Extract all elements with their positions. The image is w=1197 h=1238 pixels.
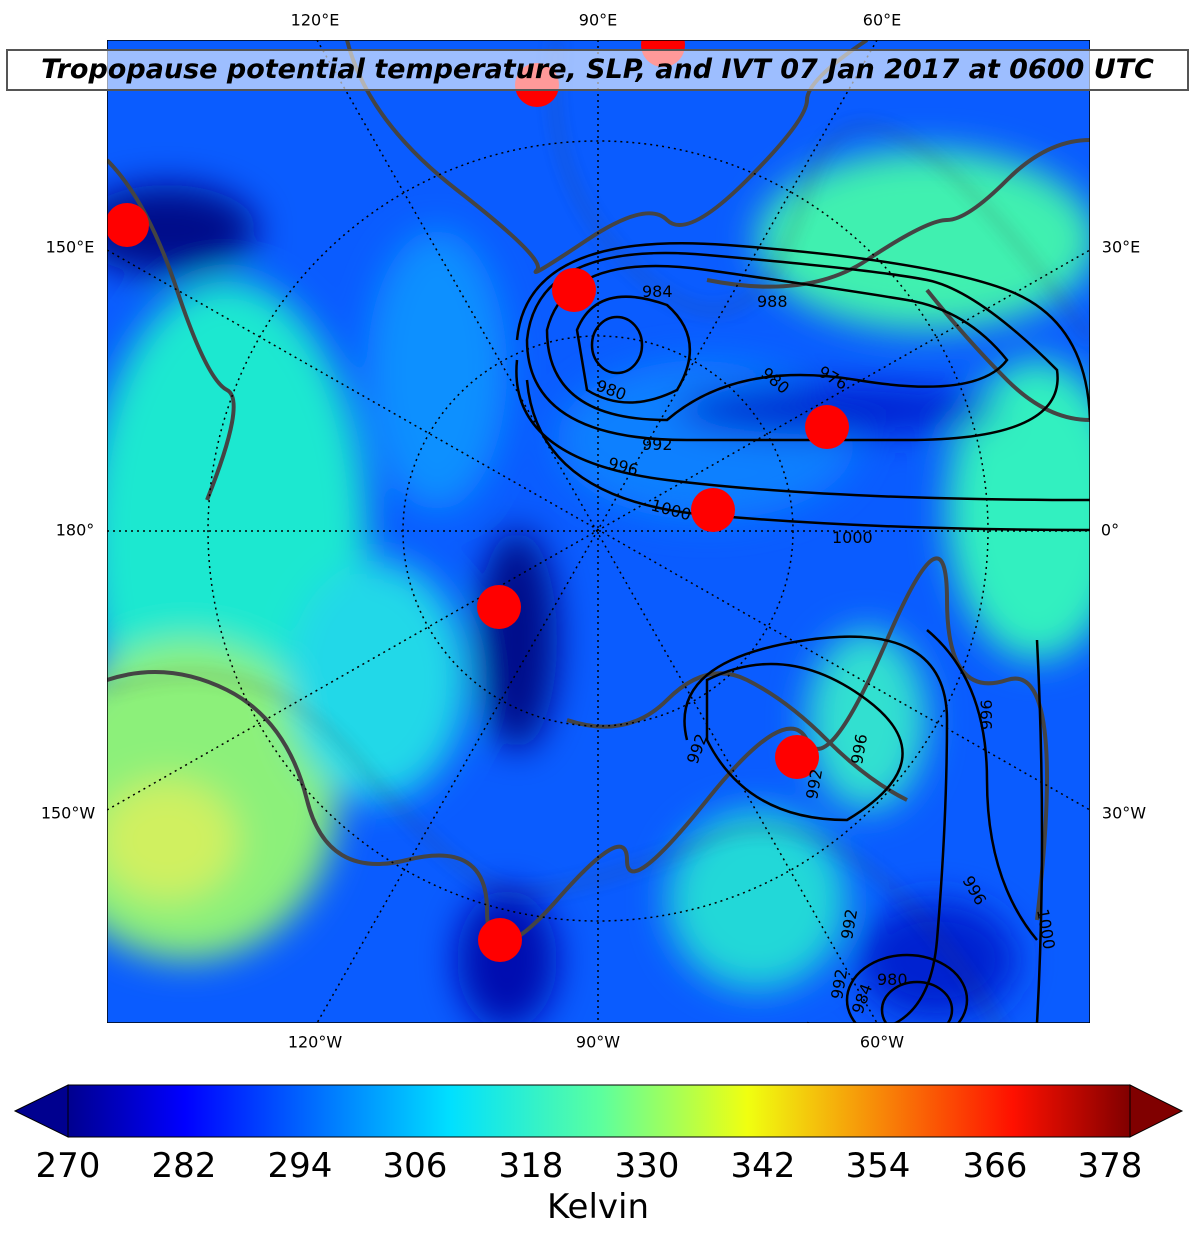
colorbar-tick: 306 <box>382 1146 448 1186</box>
contour-label: 984 <box>642 282 673 301</box>
ivt-blob <box>775 735 819 779</box>
ivt-blob <box>691 488 735 532</box>
colorbar-gradient <box>67 1084 1131 1138</box>
contour-label: 980 <box>877 970 908 989</box>
ivt-blob <box>552 268 596 312</box>
lon-label: 150°W <box>40 803 96 823</box>
contour-label: 996 <box>977 699 996 730</box>
map-title: Tropopause potential temperature, SLP, a… <box>6 49 1189 91</box>
lon-label: 0° <box>1100 520 1120 540</box>
lon-label: 30°W <box>1101 803 1147 823</box>
colorbar-tick: 330 <box>614 1146 680 1186</box>
lon-label: 30°E <box>1101 237 1141 257</box>
colorbar-tick: 270 <box>35 1146 101 1186</box>
contour-label: 1000 <box>832 528 873 547</box>
colorbar-label: Kelvin <box>546 1187 650 1227</box>
lon-label: 60°E <box>862 10 902 30</box>
graticule <box>107 40 1090 1023</box>
colorbar-tick: 282 <box>151 1146 217 1186</box>
contour-label: 988 <box>757 292 788 311</box>
ivt-blob <box>805 405 849 449</box>
lon-label: 180° <box>55 520 95 540</box>
ivt-blob <box>478 918 522 962</box>
ivt-blob <box>477 585 521 629</box>
lon-label: 90°W <box>575 1032 621 1052</box>
colorbar-tick: 342 <box>730 1146 796 1186</box>
map-plot: 984 988 980 980 976 992 996 1000 1000 99… <box>107 40 1090 1023</box>
lon-label: 90°E <box>578 10 618 30</box>
colorbar <box>13 1084 1184 1138</box>
lon-label: 120°W <box>287 1032 343 1052</box>
colorbar-tick: 354 <box>845 1146 911 1186</box>
colorbar-extend-min <box>13 1084 69 1138</box>
lon-label: 120°E <box>290 10 340 30</box>
lon-label: 60°W <box>859 1032 905 1052</box>
colorbar-tick: 318 <box>498 1146 564 1186</box>
ivt-blob <box>107 203 149 247</box>
colorbar-tick: 294 <box>267 1146 333 1186</box>
slp-contours <box>515 241 1090 1023</box>
colorbar-extend-max <box>1129 1084 1184 1138</box>
lon-label: 150°E <box>45 237 95 257</box>
colorbar-tick: 366 <box>962 1146 1028 1186</box>
colorbar-tick: 378 <box>1077 1146 1143 1186</box>
contour-label: 992 <box>642 435 673 454</box>
